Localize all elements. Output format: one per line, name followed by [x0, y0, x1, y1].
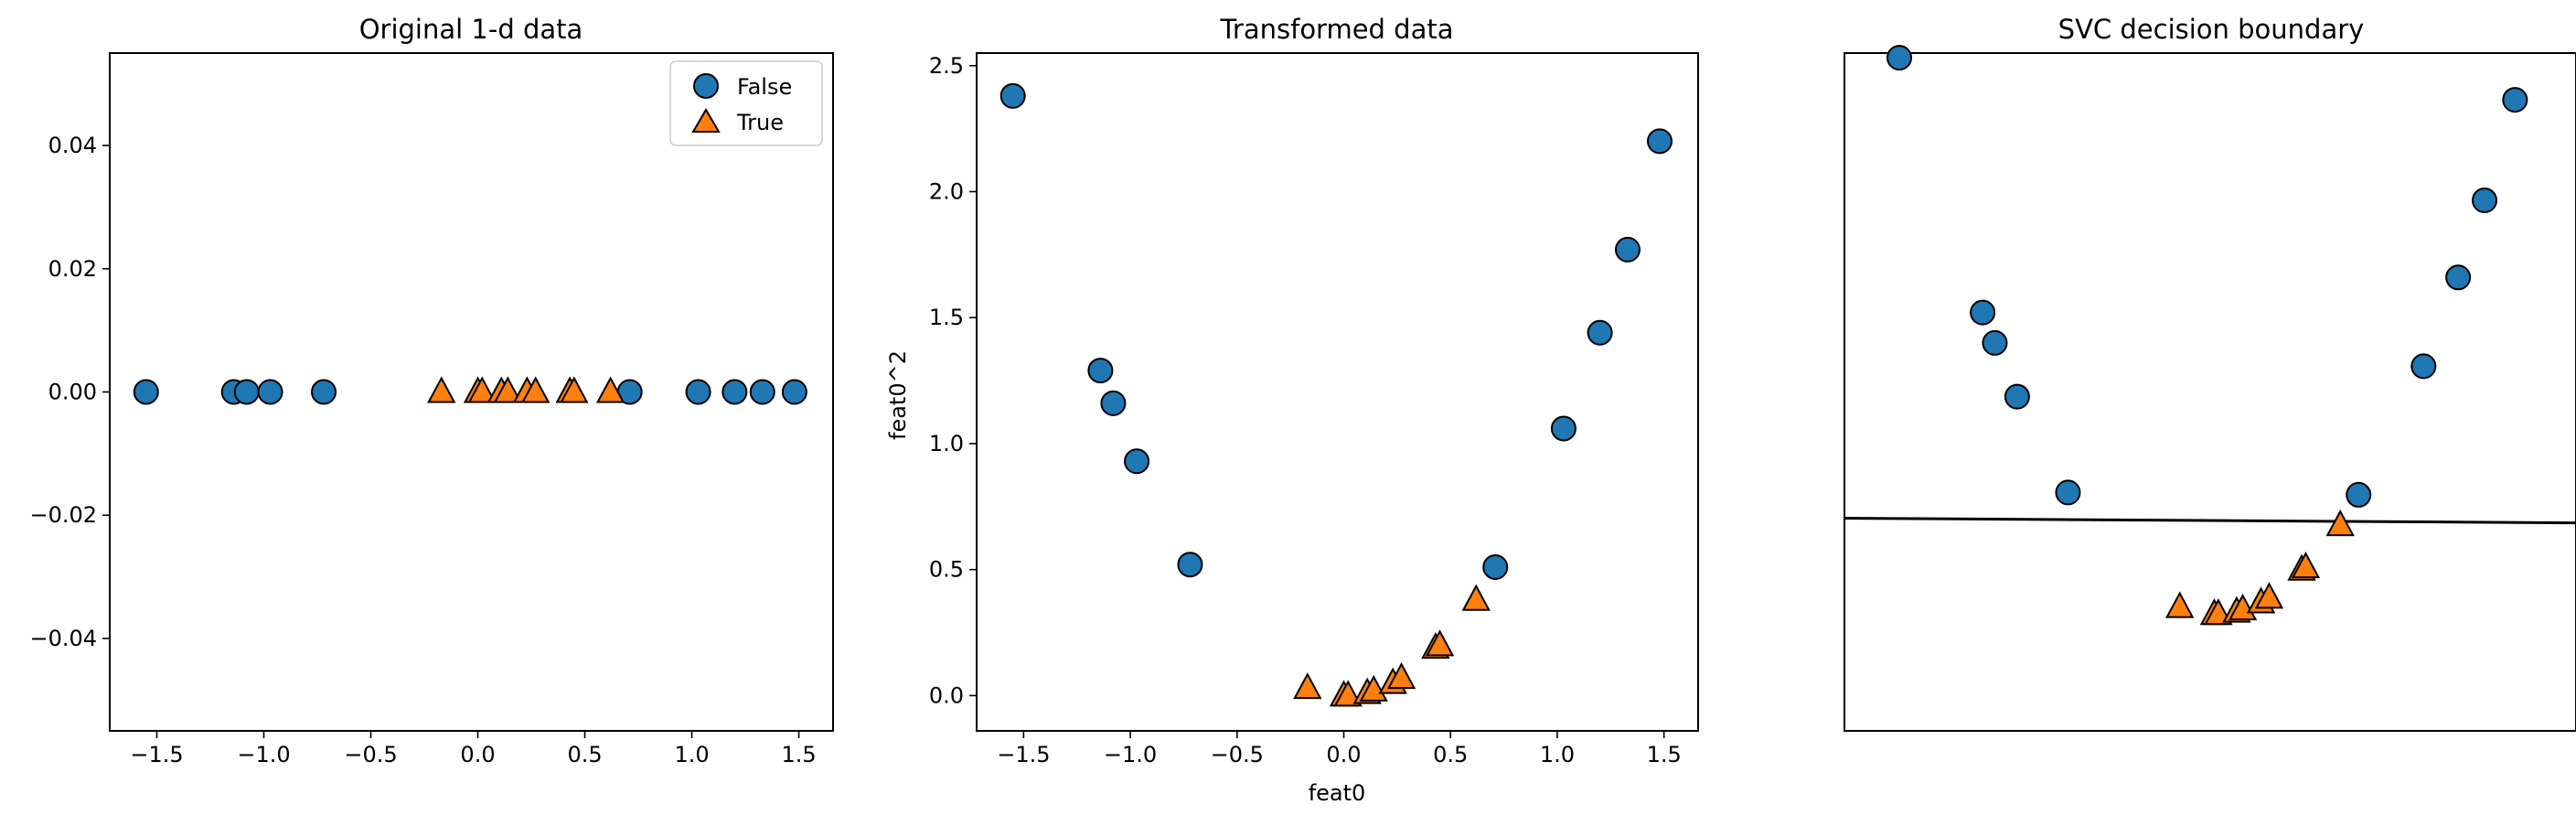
- original-point-false: [257, 379, 283, 405]
- svc-point-false: [1887, 45, 1912, 71]
- legend: False True: [669, 60, 823, 146]
- svc-point-true: [2228, 594, 2258, 621]
- transformed-y-tick-label: 0.5: [929, 557, 964, 583]
- legend-label-false: False: [737, 74, 792, 100]
- original-point-true: [467, 376, 497, 403]
- original-y-tick-label: 0.04: [48, 133, 97, 158]
- original-x-tick-label: 0.5: [567, 742, 602, 767]
- original-y-tick-label: −0.04: [29, 626, 97, 651]
- transformed-plot-frame: [976, 52, 1699, 732]
- svc-point-true: [2254, 582, 2284, 609]
- transformed-y-tick-label: 2.5: [929, 53, 964, 79]
- svc-point-false: [2445, 264, 2472, 291]
- original-point-false: [685, 379, 711, 405]
- original-y-tick-label: −0.02: [29, 502, 97, 528]
- transformed-point-false: [1124, 448, 1150, 475]
- chart-title-transformed: Transformed data: [1219, 14, 1453, 45]
- transformed-point-false: [1550, 415, 1577, 442]
- transformed-point-false: [1614, 236, 1641, 263]
- transformed-x-tick-label: 0.0: [1326, 742, 1361, 767]
- transformed-x-tick-label: −1.5: [997, 742, 1050, 767]
- original-y-tick-label: 0.00: [48, 380, 97, 405]
- transformed-x-tick-label: 0.5: [1433, 742, 1468, 767]
- svc-point-false: [2502, 87, 2528, 113]
- svc-point-false: [1982, 329, 2008, 356]
- original-point-false: [781, 379, 807, 405]
- transformed-point-true: [1293, 672, 1322, 700]
- original-point-true: [427, 376, 456, 403]
- transformed-point-false: [999, 82, 1026, 109]
- svc-point-false: [2055, 479, 2081, 506]
- svc-point-false: [1970, 299, 1996, 326]
- transformed-point-true: [1386, 662, 1416, 690]
- transformed-point-true: [1425, 629, 1455, 657]
- original-point-false: [749, 379, 775, 405]
- transformed-y-tick-label: 1.5: [929, 305, 964, 330]
- original-point-true: [595, 376, 625, 403]
- x-axis-label: feat0: [1309, 780, 1366, 806]
- y-axis-label: feat0^2: [885, 350, 911, 440]
- transformed-x-tick-label: −0.5: [1211, 742, 1264, 767]
- transformed-x-tick-label: 1.0: [1540, 742, 1575, 767]
- transformed-x-tick-label: −1.0: [1104, 742, 1157, 767]
- transformed-point-true: [1359, 674, 1388, 702]
- svc-point-false: [2346, 481, 2372, 508]
- transformed-point-false: [1087, 358, 1114, 384]
- svc-point-true: [2164, 591, 2195, 618]
- original-point-true: [493, 376, 522, 403]
- chart-title-svc: SVC decision boundary: [2058, 14, 2365, 45]
- svc-point-false: [2004, 383, 2030, 410]
- svc-point-true: [2325, 510, 2355, 537]
- original-x-tick-label: −0.5: [344, 742, 397, 767]
- original-x-tick-label: 1.5: [781, 742, 816, 767]
- svc-decision-boundary-line: [1844, 516, 2576, 525]
- original-point-false: [721, 379, 748, 405]
- svc-point-false: [2472, 187, 2497, 213]
- legend-label-true: True: [736, 110, 784, 135]
- transformed-x-tick-label: 1.5: [1647, 742, 1682, 767]
- original-point-true: [521, 376, 550, 403]
- transformed-point-false: [1646, 128, 1673, 155]
- original-x-tick-label: −1.0: [237, 742, 290, 767]
- transformed-point-false: [1587, 319, 1613, 346]
- svc-plot-frame: [1844, 52, 2576, 732]
- transformed-y-tick-label: 0.0: [929, 682, 964, 708]
- original-point-false: [233, 379, 260, 405]
- legend-marker-true: [691, 108, 721, 133]
- original-y-tick-label: 0.02: [48, 256, 97, 282]
- transformed-point-false: [1100, 390, 1127, 416]
- original-point-false: [133, 379, 159, 405]
- original-x-tick-label: −1.5: [130, 742, 183, 767]
- original-x-tick-label: 1.0: [674, 742, 709, 767]
- original-x-tick-label: 0.0: [460, 742, 495, 767]
- transformed-y-tick-label: 1.0: [929, 431, 964, 456]
- transformed-point-false: [1482, 553, 1509, 580]
- original-point-true: [560, 376, 589, 403]
- legend-marker-false: [693, 73, 719, 99]
- transformed-point-true: [1333, 680, 1363, 707]
- transformed-y-tick-label: 2.0: [929, 179, 964, 205]
- transformed-point-true: [1461, 584, 1491, 611]
- svc-point-true: [2291, 552, 2321, 579]
- transformed-point-false: [1177, 552, 1203, 578]
- original-point-false: [311, 379, 337, 405]
- svc-point-false: [2410, 353, 2437, 380]
- chart-title-original: Original 1-d data: [359, 14, 583, 45]
